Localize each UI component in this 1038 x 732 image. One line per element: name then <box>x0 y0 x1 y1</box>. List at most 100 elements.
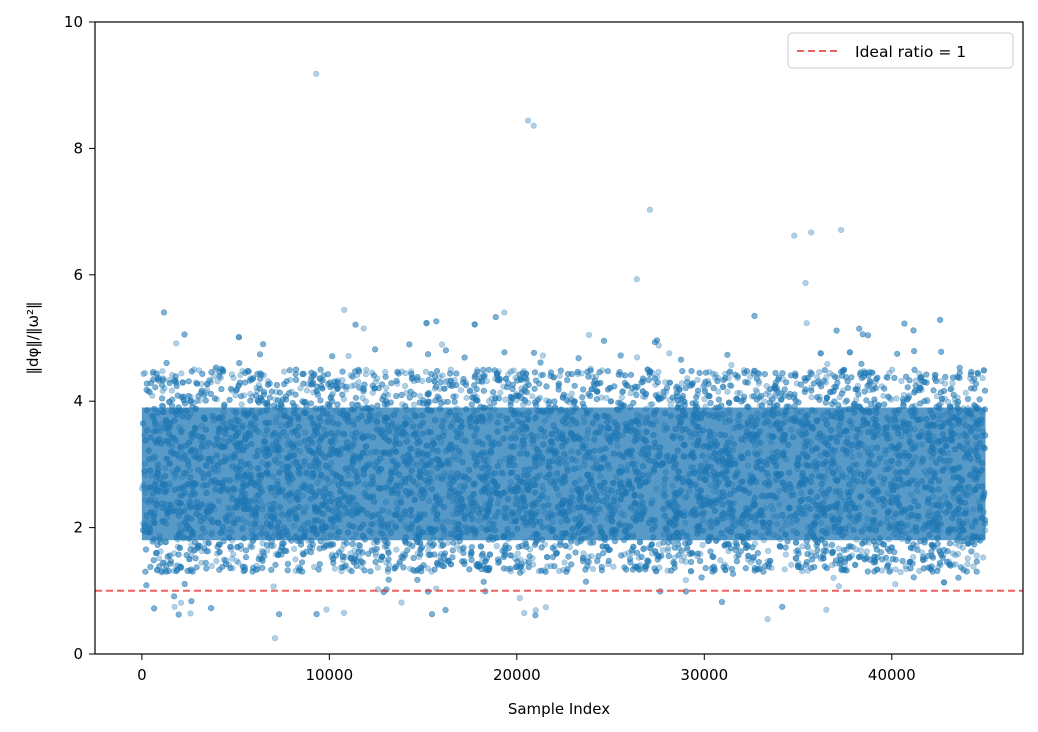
scatter-point <box>752 386 760 394</box>
scatter-point <box>578 493 585 500</box>
scatter-point <box>376 410 383 418</box>
scatter-point <box>860 409 868 416</box>
scatter-point <box>207 501 214 508</box>
scatter-point <box>568 448 575 455</box>
scatter-point <box>619 389 626 396</box>
scatter-point <box>952 552 959 559</box>
scatter-point <box>897 568 904 576</box>
scatter-point <box>576 476 584 484</box>
scatter-point <box>935 564 942 571</box>
scatter-point <box>555 567 563 575</box>
scatter-point <box>187 610 194 617</box>
scatter-point <box>529 555 536 562</box>
scatter-point <box>396 510 403 517</box>
scatter-point <box>285 438 292 445</box>
scatter-point <box>605 486 612 493</box>
scatter-point <box>391 458 398 465</box>
scatter-point <box>909 553 917 561</box>
scatter-point <box>165 483 172 490</box>
scatter-point <box>691 440 698 448</box>
scatter-point <box>264 547 271 554</box>
scatter-point <box>705 436 712 443</box>
scatter-point <box>743 424 750 431</box>
scatter-point <box>374 375 381 382</box>
scatter-point <box>822 473 829 480</box>
scatter-point <box>171 603 178 610</box>
scatter-point <box>581 535 589 542</box>
scatter-point <box>251 496 258 504</box>
scatter-point <box>166 480 173 487</box>
scatter-point <box>744 418 751 426</box>
scatter-point <box>286 497 294 504</box>
scatter-point <box>530 433 537 440</box>
scatter-point <box>140 481 147 489</box>
scatter-point <box>892 581 899 588</box>
scatter-point <box>970 506 977 513</box>
scatter-point <box>398 599 405 606</box>
scatter-point <box>567 421 574 428</box>
scatter-point <box>653 453 660 460</box>
scatter-point <box>461 484 468 491</box>
scatter-point <box>210 417 218 424</box>
scatter-point <box>247 390 254 398</box>
scatter-point <box>227 543 235 550</box>
scatter-point <box>157 424 164 432</box>
scatter-point <box>288 461 295 468</box>
scatter-point <box>641 479 648 487</box>
scatter-point <box>896 455 903 462</box>
scatter-point <box>547 509 554 516</box>
scatter-point <box>340 510 347 518</box>
scatter-point <box>500 533 507 541</box>
scatter-point <box>608 506 615 513</box>
scatter-point <box>504 565 511 573</box>
scatter-point <box>543 397 550 404</box>
scatter-point <box>911 426 918 433</box>
scatter-point <box>444 539 451 547</box>
scatter-point <box>402 414 409 422</box>
scatter-point <box>623 467 631 474</box>
scatter-point <box>300 521 308 528</box>
scatter-point <box>835 425 842 433</box>
scatter-point <box>893 395 900 402</box>
scatter-point <box>327 523 335 530</box>
scatter-point <box>585 331 593 339</box>
scatter-point <box>156 532 163 539</box>
scatter-point <box>158 402 165 410</box>
scatter-point <box>655 448 663 455</box>
scatter-point <box>776 501 783 508</box>
scatter-point <box>747 435 754 442</box>
scatter-point <box>745 422 753 429</box>
scatter-point <box>487 502 494 509</box>
scatter-point <box>640 505 648 512</box>
scatter-point <box>168 387 175 394</box>
scatter-point <box>953 412 960 420</box>
scatter-point <box>688 433 695 441</box>
scatter-point <box>544 412 552 419</box>
scatter-point <box>194 544 201 551</box>
scatter-point <box>838 473 845 480</box>
scatter-point <box>961 414 968 421</box>
scatter-point <box>331 477 338 484</box>
scatter-point <box>754 410 761 417</box>
scatter-point <box>726 446 734 454</box>
scatter-point <box>432 502 439 509</box>
scatter-point <box>521 506 528 513</box>
scatter-point <box>586 407 594 414</box>
scatter-point <box>850 473 858 480</box>
scatter-point <box>262 439 269 446</box>
scatter-point <box>937 561 944 568</box>
scatter-point <box>964 561 971 568</box>
scatter-point <box>383 384 390 391</box>
scatter-point <box>416 491 423 498</box>
scatter-point <box>152 505 160 512</box>
scatter-point <box>541 417 548 424</box>
scatter-point <box>936 416 943 423</box>
scatter-point <box>355 379 362 386</box>
scatter-point <box>701 396 708 403</box>
scatter-point <box>482 501 489 508</box>
scatter-point <box>243 434 250 442</box>
scatter-point <box>508 511 515 519</box>
scatter-point <box>683 479 690 486</box>
scatter-point <box>347 550 354 557</box>
scatter-point <box>656 564 663 571</box>
